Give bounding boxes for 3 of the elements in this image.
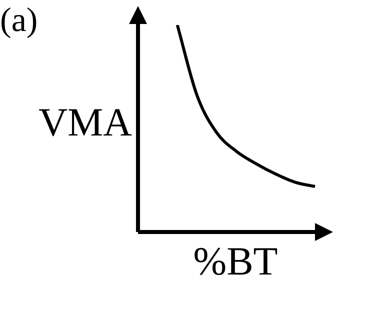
y-axis-title: VMA: [38, 100, 132, 144]
text: (a): [0, 2, 38, 39]
x-axis-title: %BT: [193, 238, 278, 284]
